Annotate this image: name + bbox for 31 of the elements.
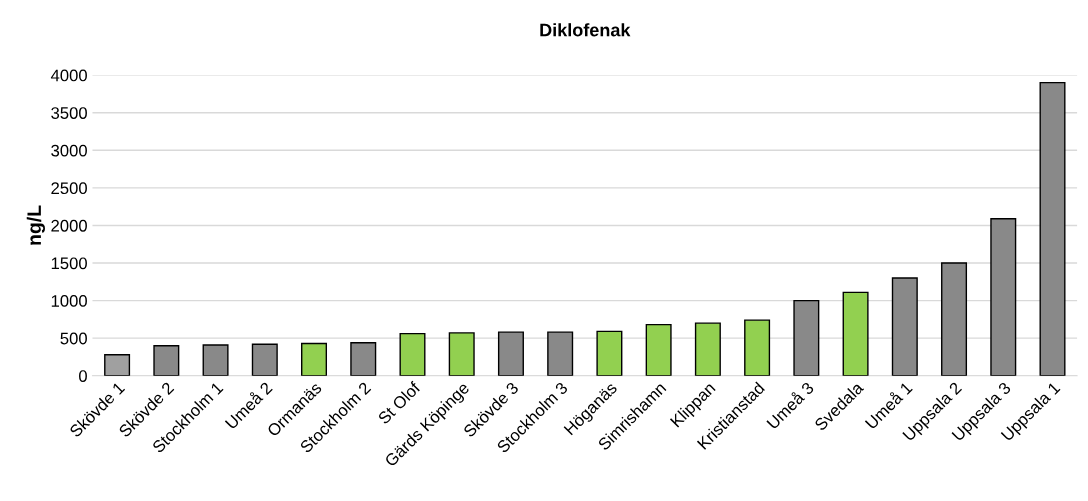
bar: [301, 342, 328, 376]
bar: [399, 332, 426, 376]
bar: [202, 344, 229, 376]
bar: [497, 331, 524, 376]
bar: [596, 330, 623, 376]
y-tick-label: 1500: [51, 257, 87, 270]
bar: [153, 344, 180, 376]
y-tick-label: 3000: [51, 144, 87, 157]
y-tick-label: 3500: [51, 107, 87, 119]
bar: [350, 341, 377, 376]
bar: [842, 291, 869, 376]
bar: [1039, 81, 1066, 376]
chart-title: Diklofenak: [540, 23, 631, 37]
y-tick-label: 2500: [51, 182, 87, 195]
bar: [645, 323, 672, 376]
y-tick-label: 500: [60, 332, 87, 345]
bar: [744, 319, 771, 376]
y-tick-label: 2000: [51, 219, 87, 232]
bar: [547, 331, 574, 376]
bar: [104, 354, 131, 376]
y-tick-label: 4000: [50, 69, 87, 82]
bar: [793, 299, 820, 376]
y-tick-label: 1000: [51, 295, 87, 307]
bar: [990, 217, 1017, 376]
bar: [891, 277, 918, 376]
y-tick-label: 0: [79, 370, 87, 382]
bar: [448, 332, 475, 376]
bar: [251, 343, 278, 376]
bar: [941, 262, 968, 376]
bar: [694, 322, 721, 376]
y-axis-title: ng/L: [26, 205, 45, 245]
